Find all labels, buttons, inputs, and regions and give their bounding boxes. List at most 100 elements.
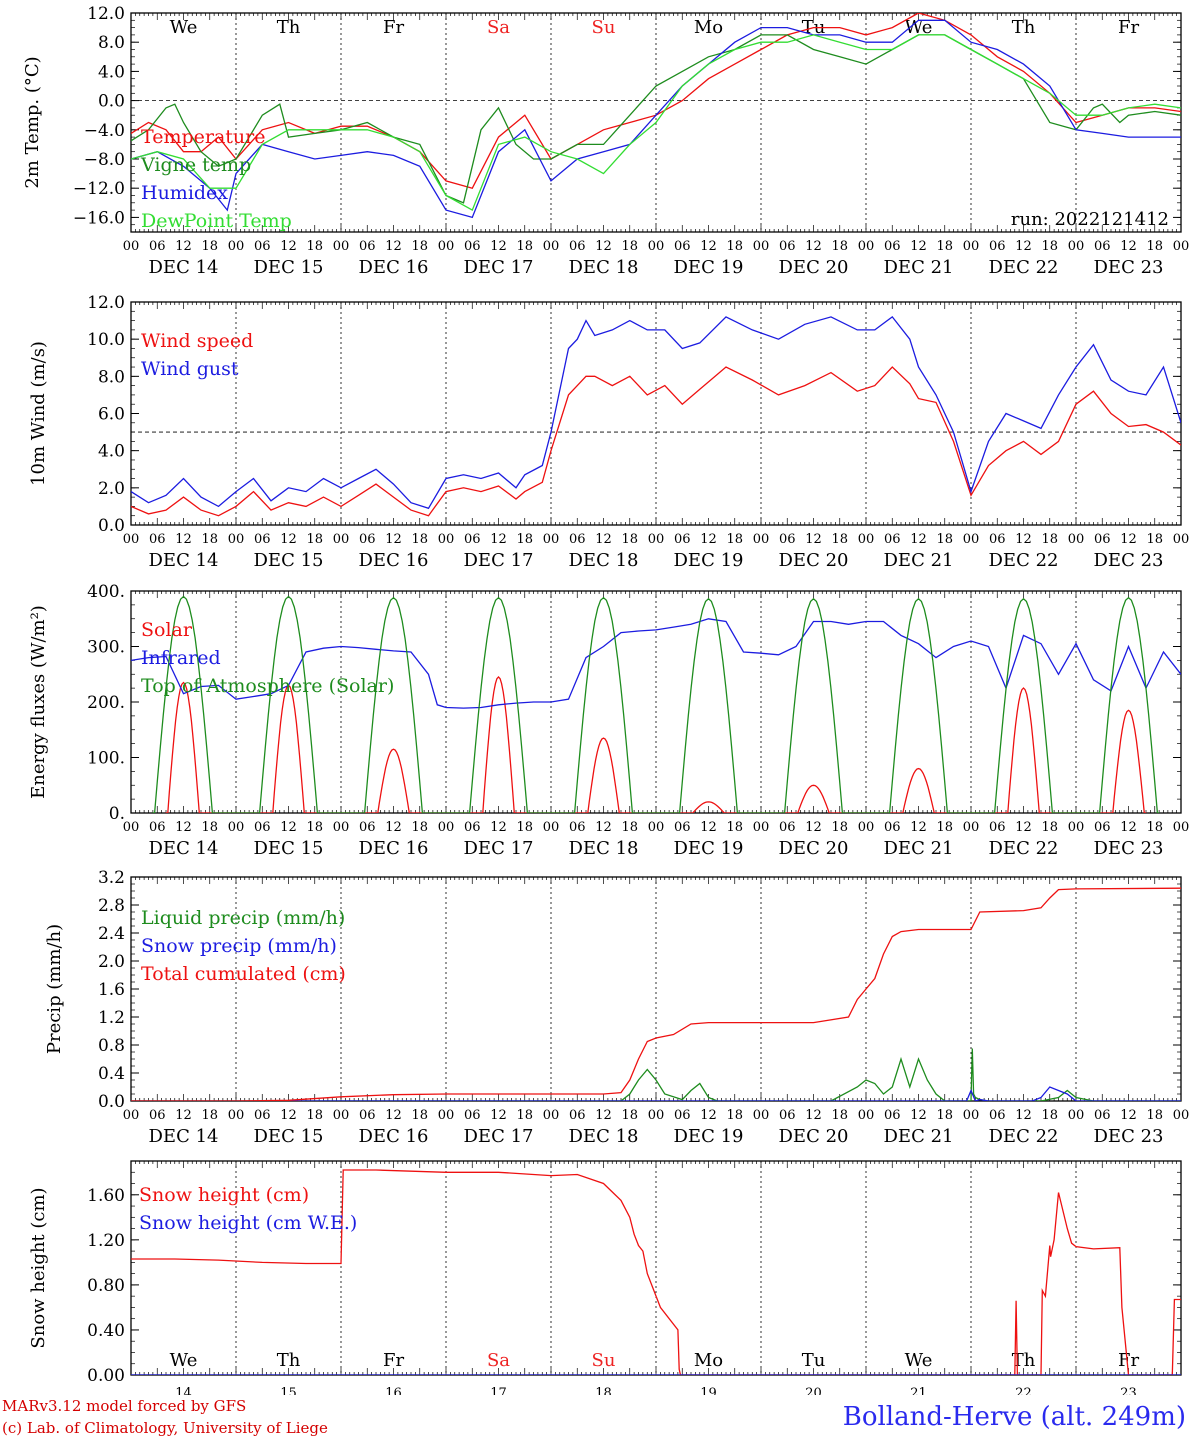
x-tick-label: 12 [175, 532, 192, 547]
x-tick-label: 18 [936, 239, 953, 254]
day-number-label: 22 [1015, 1386, 1032, 1395]
y-tick-label: 8.0 [98, 33, 125, 53]
x-tick-label: 06 [1094, 1108, 1111, 1123]
weekday-label: We [905, 1350, 933, 1371]
run-annotation: run: 2022121412 [1011, 209, 1169, 230]
x-tick-label: 12 [910, 532, 927, 547]
x-tick-label: 12 [385, 820, 402, 835]
series-line-dewpoint-temp [131, 34, 1181, 212]
weekday-label: Su [592, 17, 616, 38]
day-label: DEC 17 [464, 838, 534, 859]
day-number-label: 20 [805, 1386, 822, 1395]
x-tick-label: 18 [516, 532, 533, 547]
weekday-label: Fr [383, 1350, 404, 1371]
legend-entry: Wind speed [141, 330, 253, 352]
day-label: DEC 18 [569, 550, 639, 571]
x-tick-label: 00 [228, 1108, 245, 1123]
x-tick-label: 06 [464, 820, 481, 835]
y-axis-label: 2m Temp. (°C) [22, 56, 43, 188]
weekday-label: Sa [487, 17, 510, 38]
x-tick-label: 06 [254, 820, 271, 835]
legend-entry: Infrared [141, 647, 221, 669]
x-tick-label: 06 [464, 1108, 481, 1123]
weekday-label: Mo [694, 17, 723, 38]
x-tick-label: 00 [1173, 532, 1190, 547]
x-tick-label: 12 [595, 532, 612, 547]
model-credit: MARv3.12 model forced by GFS [2, 1397, 247, 1415]
x-tick-label: 18 [201, 820, 218, 835]
x-tick-label: 18 [1146, 239, 1163, 254]
x-tick-label: 12 [1120, 532, 1137, 547]
weekday-label: Tu [802, 1350, 826, 1371]
x-tick-label: 00 [963, 1108, 980, 1123]
x-tick-label: 18 [831, 239, 848, 254]
forecast-chart: 12.0 8.0 4.0 0.0 −4.0 −8.0 −12.0 −16.0 2m Temp. … [22, 4, 1190, 1395]
x-tick-label: 18 [621, 239, 638, 254]
x-tick-label: 18 [1041, 239, 1058, 254]
x-tick-label: 12 [385, 239, 402, 254]
day-label: DEC 18 [569, 257, 639, 278]
day-label: DEC 23 [1094, 550, 1164, 571]
series-line-temperature [131, 13, 1181, 189]
day-label: DEC 20 [779, 1126, 849, 1147]
x-tick-label: 06 [359, 239, 376, 254]
x-tick-label: 12 [1015, 532, 1032, 547]
weekday-label: Fr [1118, 17, 1139, 38]
x-tick-label: 00 [438, 532, 455, 547]
day-number-label: 23 [1120, 1386, 1137, 1395]
series-line-snow-height-cm- [131, 1169, 1181, 1375]
x-tick-label: 00 [123, 1108, 140, 1123]
series-line-humidex [131, 19, 1181, 219]
day-label: DEC 15 [254, 257, 324, 278]
x-tick-label: 06 [569, 820, 586, 835]
day-label: DEC 22 [989, 257, 1059, 278]
weekday-label: We [905, 17, 933, 38]
x-tick-label: 18 [516, 239, 533, 254]
x-tick-label: 00 [1173, 820, 1190, 835]
x-tick-label: 12 [490, 532, 507, 547]
panel-4: 3.2 2.8 2.4 2.0 1.6 1.2 0.8 0.4 0.0 Precip (mm/h)… [44, 868, 1189, 1147]
x-tick-label: 12 [280, 239, 297, 254]
x-tick-label: 06 [254, 239, 271, 254]
x-tick-label: 06 [884, 820, 901, 835]
legend-entry: Snow precip (mm/h) [141, 935, 337, 957]
legend-entry: Vigne temp [140, 154, 251, 176]
x-tick-label: 00 [753, 820, 770, 835]
series-line-total-cumulated-cm- [131, 887, 1181, 1101]
day-label: DEC 20 [779, 838, 849, 859]
x-tick-label: 00 [438, 820, 455, 835]
y-axis-label: Snow height (cm) [28, 1187, 49, 1348]
x-tick-label: 00 [1068, 239, 1085, 254]
day-label: DEC 18 [569, 838, 639, 859]
day-number-label: 17 [490, 1386, 507, 1395]
legend-entry: Humidex [141, 182, 228, 204]
x-tick-label: 06 [989, 1108, 1006, 1123]
y-tick-label: 0.0 [98, 92, 125, 112]
x-tick-label: 18 [936, 1108, 953, 1123]
x-tick-label: 00 [123, 532, 140, 547]
y-tick-label: 0.00 [87, 1366, 125, 1386]
x-tick-label: 00 [753, 532, 770, 547]
x-tick-label: 06 [149, 532, 166, 547]
x-tick-label: 12 [910, 1108, 927, 1123]
y-tick-label: 100. [87, 749, 125, 769]
x-tick-label: 12 [1120, 239, 1137, 254]
y-tick-label: −4.0 [84, 121, 125, 141]
x-tick-label: 18 [516, 820, 533, 835]
x-tick-label: 18 [306, 239, 323, 254]
station-name: Bolland-Herve (alt. 249m) [842, 1402, 1186, 1432]
x-tick-label: 18 [201, 532, 218, 547]
x-tick-label: 00 [648, 820, 665, 835]
x-tick-label: 18 [411, 532, 428, 547]
x-tick-label: 00 [1173, 239, 1190, 254]
y-tick-label: 2.8 [98, 896, 125, 916]
y-tick-label: 300. [87, 638, 125, 658]
x-tick-label: 00 [1068, 820, 1085, 835]
day-label: DEC 17 [464, 1126, 534, 1147]
x-tick-label: 18 [201, 239, 218, 254]
x-tick-label: 00 [963, 532, 980, 547]
x-tick-label: 12 [805, 1108, 822, 1123]
day-label: DEC 21 [884, 1126, 954, 1147]
x-tick-label: 06 [1094, 239, 1111, 254]
x-tick-label: 12 [175, 239, 192, 254]
